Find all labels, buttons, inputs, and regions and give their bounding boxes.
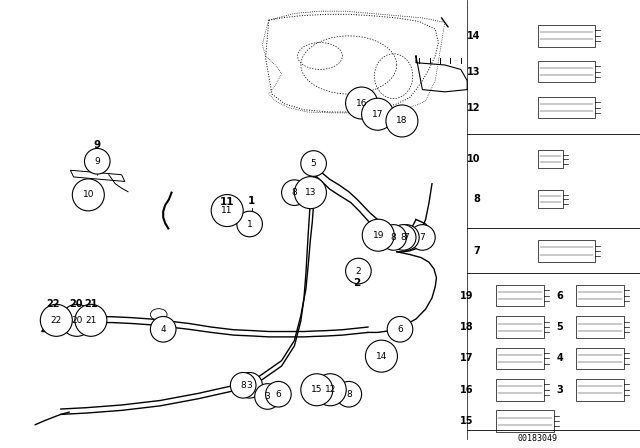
Text: 1: 1 (248, 196, 255, 206)
Text: 7: 7 (420, 233, 425, 242)
Text: 5: 5 (556, 322, 563, 332)
Text: 15: 15 (311, 385, 323, 394)
Text: 6: 6 (397, 325, 403, 334)
Text: 13: 13 (467, 67, 480, 77)
Ellipse shape (381, 224, 406, 250)
Ellipse shape (301, 374, 333, 406)
Text: 3: 3 (247, 381, 252, 390)
Text: 8: 8 (391, 233, 396, 242)
Ellipse shape (301, 151, 326, 177)
Ellipse shape (237, 372, 262, 398)
Text: 2: 2 (353, 278, 361, 288)
Text: 21: 21 (85, 316, 97, 325)
Text: 12: 12 (324, 385, 336, 394)
Text: 8: 8 (241, 381, 246, 390)
Ellipse shape (314, 374, 346, 406)
Ellipse shape (346, 87, 378, 119)
Ellipse shape (387, 316, 413, 342)
Text: 6: 6 (276, 390, 281, 399)
Text: 4: 4 (161, 325, 166, 334)
Text: 11: 11 (221, 206, 233, 215)
Text: 19: 19 (372, 231, 384, 240)
Text: 10: 10 (467, 154, 480, 164)
Text: 9: 9 (93, 140, 101, 150)
Text: 2: 2 (356, 267, 361, 276)
Text: 8: 8 (292, 188, 297, 197)
Text: 8: 8 (346, 390, 351, 399)
Ellipse shape (266, 381, 291, 407)
Text: 19: 19 (460, 291, 474, 301)
Text: 22: 22 (46, 299, 60, 309)
Ellipse shape (336, 381, 362, 407)
Ellipse shape (362, 219, 394, 251)
Text: 14: 14 (467, 31, 480, 41)
Text: 3: 3 (556, 385, 563, 395)
Text: 20: 20 (68, 299, 83, 309)
Ellipse shape (75, 304, 107, 336)
Text: 16: 16 (356, 99, 367, 108)
Text: 22: 22 (51, 316, 62, 325)
Ellipse shape (346, 258, 371, 284)
Ellipse shape (40, 304, 72, 336)
Text: 21: 21 (84, 299, 98, 309)
Text: 1: 1 (247, 220, 252, 228)
Ellipse shape (365, 340, 397, 372)
Text: 18: 18 (460, 322, 474, 332)
Text: 8: 8 (401, 233, 406, 242)
Text: 18: 18 (396, 116, 408, 125)
Ellipse shape (230, 372, 256, 398)
Text: 11: 11 (220, 197, 234, 207)
Text: 4: 4 (556, 353, 563, 363)
Text: 5: 5 (311, 159, 316, 168)
Text: 14: 14 (376, 352, 387, 361)
Text: 17: 17 (460, 353, 474, 363)
Ellipse shape (237, 211, 262, 237)
Text: 3: 3 (265, 392, 270, 401)
Text: 8: 8 (473, 194, 480, 204)
Text: 12: 12 (467, 103, 480, 112)
Ellipse shape (390, 224, 416, 250)
Text: 7: 7 (473, 246, 480, 256)
Ellipse shape (282, 180, 307, 206)
Text: 6: 6 (556, 291, 563, 301)
Ellipse shape (362, 98, 394, 130)
Text: 7: 7 (404, 233, 409, 242)
Text: 15: 15 (460, 416, 474, 426)
Text: A: A (55, 320, 60, 329)
Ellipse shape (72, 179, 104, 211)
Ellipse shape (255, 383, 280, 409)
Ellipse shape (386, 105, 418, 137)
Text: 20: 20 (71, 316, 83, 325)
Text: 00183049: 00183049 (518, 434, 557, 443)
Ellipse shape (211, 194, 243, 227)
Text: 10: 10 (83, 190, 94, 199)
Ellipse shape (394, 224, 419, 250)
Text: 13: 13 (305, 188, 316, 197)
Ellipse shape (84, 148, 110, 174)
Text: 9: 9 (95, 157, 100, 166)
Text: 16: 16 (460, 385, 474, 395)
Text: 17: 17 (372, 110, 383, 119)
Ellipse shape (61, 304, 93, 336)
Ellipse shape (150, 316, 176, 342)
Ellipse shape (410, 224, 435, 250)
Ellipse shape (294, 177, 326, 209)
